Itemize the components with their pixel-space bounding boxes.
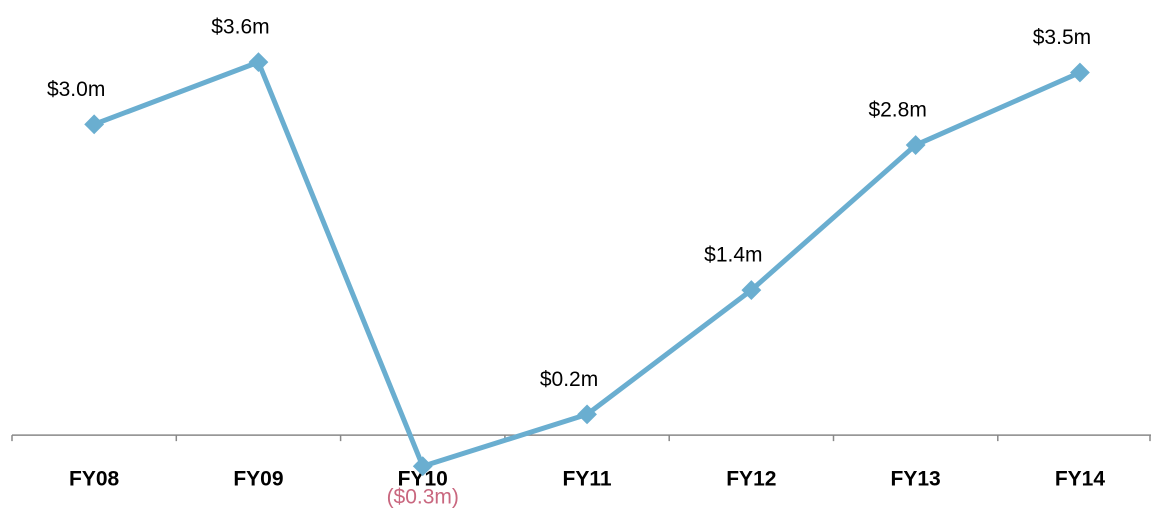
data-label: $1.4m	[704, 244, 762, 267]
marker	[412, 456, 433, 477]
marker	[577, 404, 597, 425]
x-tick-label: FY12	[726, 468, 776, 491]
data-label: ($0.3m)	[387, 486, 459, 509]
x-tick-label: FY13	[891, 468, 941, 491]
data-label: $3.5m	[1033, 26, 1091, 49]
x-tick-label: FY08	[69, 468, 120, 491]
marker	[248, 52, 269, 73]
x-tick-label: FY10	[398, 468, 448, 491]
marker	[84, 114, 105, 135]
data-label: $3.6m	[211, 16, 269, 39]
data-label: $3.0m	[47, 78, 105, 101]
data-label: $0.2m	[540, 368, 598, 391]
marker	[1070, 62, 1090, 83]
x-tick-label: FY14	[1055, 468, 1106, 491]
x-tick-label: FY11	[563, 468, 612, 491]
x-tick-label: FY09	[233, 468, 283, 491]
data-label: $2.8m	[868, 99, 926, 122]
marker	[741, 280, 762, 300]
